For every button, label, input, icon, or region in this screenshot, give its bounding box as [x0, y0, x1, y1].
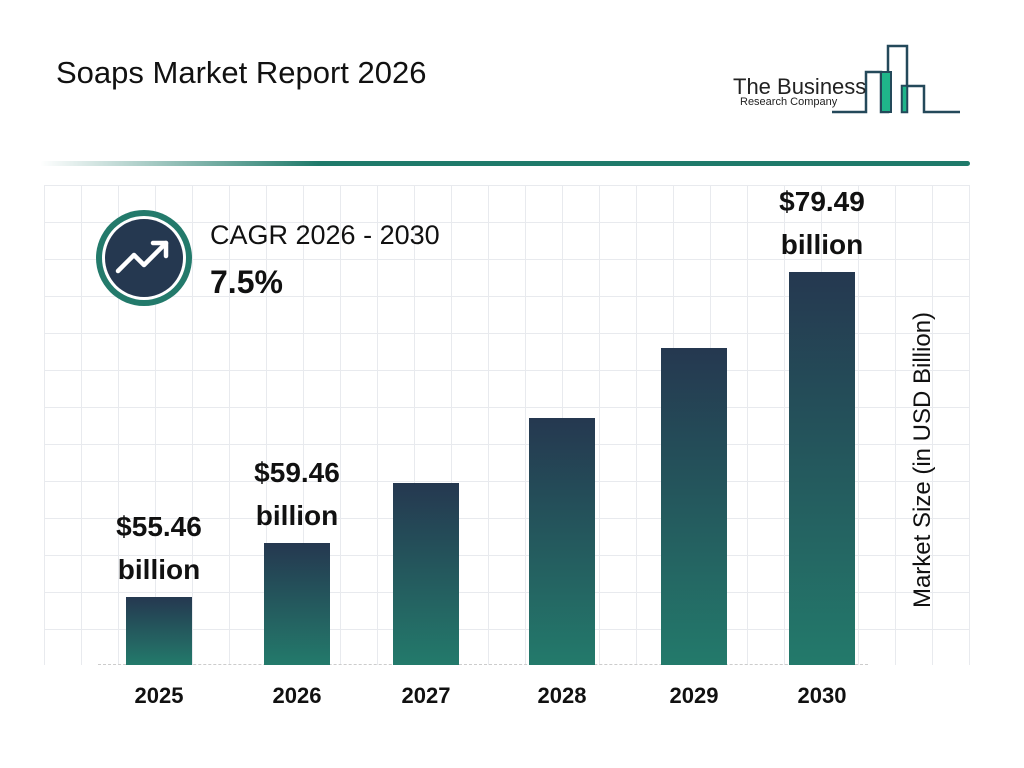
data-label: $59.46 billion [217, 451, 377, 537]
data-label-line: $79.49 [779, 186, 865, 217]
x-tick-label: 2030 [797, 683, 847, 708]
data-label-line: billion [780, 229, 864, 260]
data-label: $55.46 billion [79, 505, 239, 591]
data-label-line: billion [255, 499, 339, 531]
page-title: Soaps Market Report 2026 [56, 55, 427, 90]
cagr-label: CAGR 2026 - 2030 [210, 220, 440, 250]
header-divider [40, 161, 970, 166]
logo-text-main: The Business [733, 74, 867, 99]
bar-2030 [789, 272, 855, 665]
data-label-line: $55.46 [116, 511, 202, 542]
bar-2026 [264, 542, 330, 665]
x-tick-label: 2027 [401, 683, 451, 708]
y-axis-label: Market Size (in USD Billion) [909, 311, 936, 609]
bar-2025 [126, 597, 192, 665]
bar-2028 [529, 417, 595, 665]
trending-up-icon [96, 210, 192, 306]
company-logo: The Business Research Company [720, 40, 970, 120]
cagr-value: 7.5% [210, 264, 283, 300]
logo-text-sub: Research Company [740, 96, 838, 108]
data-label: $79.49 billion [742, 180, 902, 266]
x-tick-label: 2028 [537, 683, 587, 708]
bar-2027 [393, 482, 459, 665]
bar-2029 [661, 347, 727, 665]
x-tick-label: 2029 [669, 683, 719, 708]
x-axis-baseline [98, 664, 868, 665]
data-label-line: $59.46 [254, 456, 340, 488]
x-tick-label: 2026 [272, 683, 322, 708]
x-tick-label: 2025 [134, 683, 184, 708]
data-label-line: billion [117, 554, 201, 585]
